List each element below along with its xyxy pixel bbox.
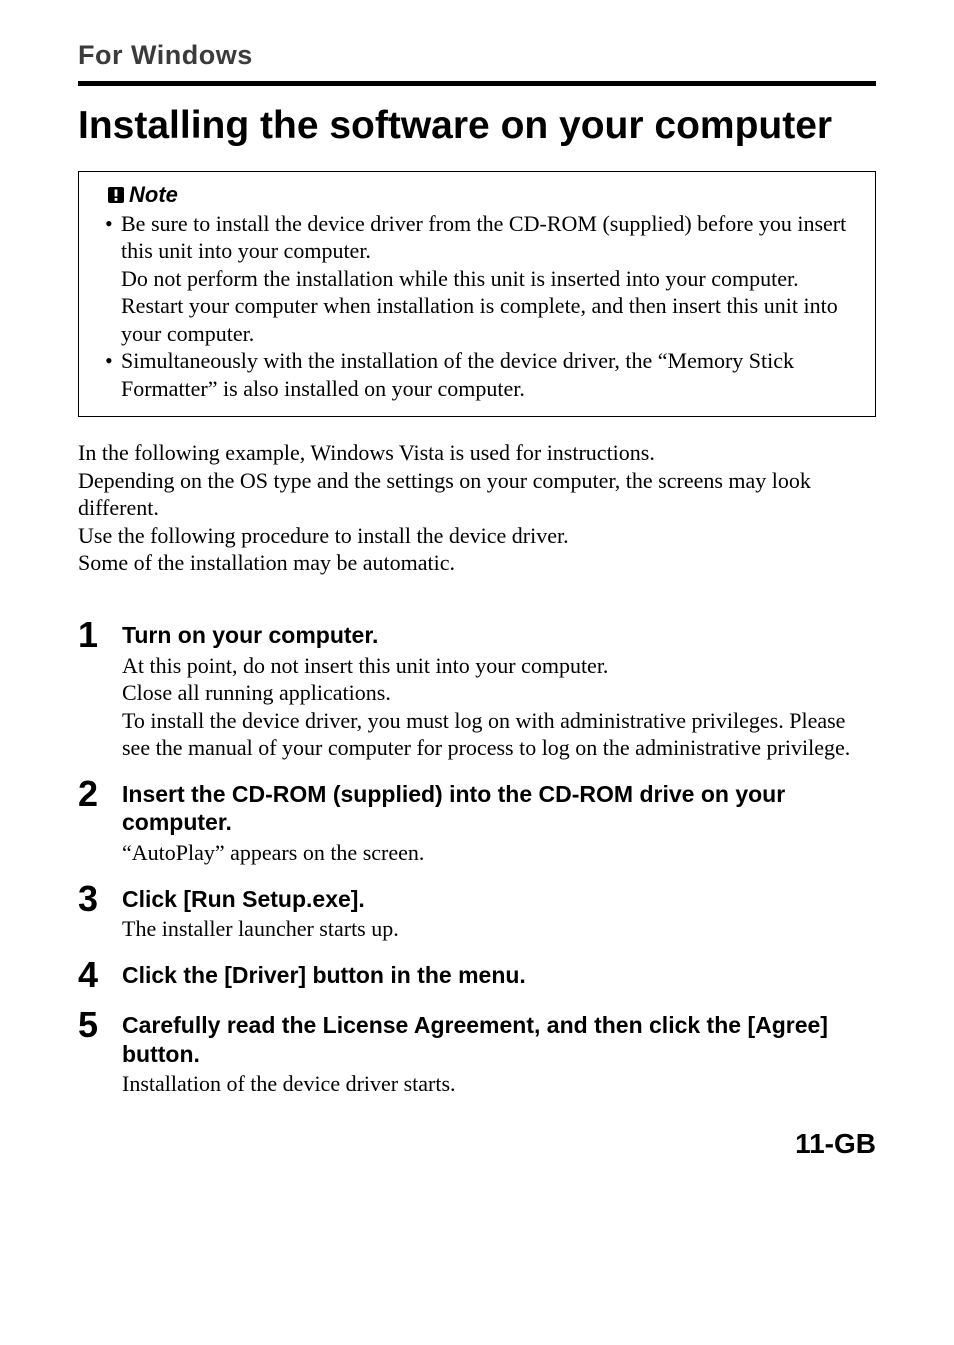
note-item: Be sure to install the device driver fro… (101, 210, 861, 348)
step-text: Installation of the device driver starts… (122, 1070, 876, 1098)
step-body: Turn on your computer. At this point, do… (122, 617, 876, 762)
step-text: At this point, do not insert this unit i… (122, 652, 876, 762)
note-box: Note Be sure to install the device drive… (78, 171, 876, 418)
step-title: Click the [Driver] button in the menu. (122, 961, 876, 990)
intro-paragraph: In the following example, Windows Vista … (78, 439, 876, 577)
step-3: 3 Click [Run Setup.exe]. The installer l… (78, 881, 876, 943)
note-list: Be sure to install the device driver fro… (93, 210, 861, 403)
page-title: Installing the software on your computer (78, 104, 876, 149)
section-header: For Windows (78, 40, 876, 71)
step-number: 3 (78, 881, 122, 917)
step-1: 1 Turn on your computer. At this point, … (78, 617, 876, 762)
step-2: 2 Insert the CD-ROM (supplied) into the … (78, 776, 876, 867)
note-title-row: Note (93, 182, 861, 208)
step-number: 2 (78, 776, 122, 812)
step-body: Click [Run Setup.exe]. The installer lau… (122, 881, 876, 943)
page-number: 11-GB (78, 1128, 876, 1160)
step-body: Carefully read the License Agreement, an… (122, 1007, 876, 1098)
step-body: Click the [Driver] button in the menu. (122, 957, 876, 992)
step-text: “AutoPlay” appears on the screen. (122, 839, 876, 867)
step-title: Insert the CD-ROM (supplied) into the CD… (122, 780, 876, 838)
step-text: The installer launcher starts up. (122, 915, 876, 943)
note-icon (107, 186, 125, 204)
step-number: 4 (78, 957, 122, 993)
step-title: Click [Run Setup.exe]. (122, 885, 876, 914)
step-number: 1 (78, 617, 122, 653)
step-body: Insert the CD-ROM (supplied) into the CD… (122, 776, 876, 867)
note-label: Note (129, 182, 178, 208)
step-4: 4 Click the [Driver] button in the menu. (78, 957, 876, 993)
step-title: Carefully read the License Agreement, an… (122, 1011, 876, 1069)
step-number: 5 (78, 1007, 122, 1043)
step-5: 5 Carefully read the License Agreement, … (78, 1007, 876, 1098)
step-title: Turn on your computer. (122, 621, 876, 650)
steps-list: 1 Turn on your computer. At this point, … (78, 617, 876, 1098)
divider-rule (78, 81, 876, 86)
note-item: Simultaneously with the installation of … (101, 347, 861, 402)
